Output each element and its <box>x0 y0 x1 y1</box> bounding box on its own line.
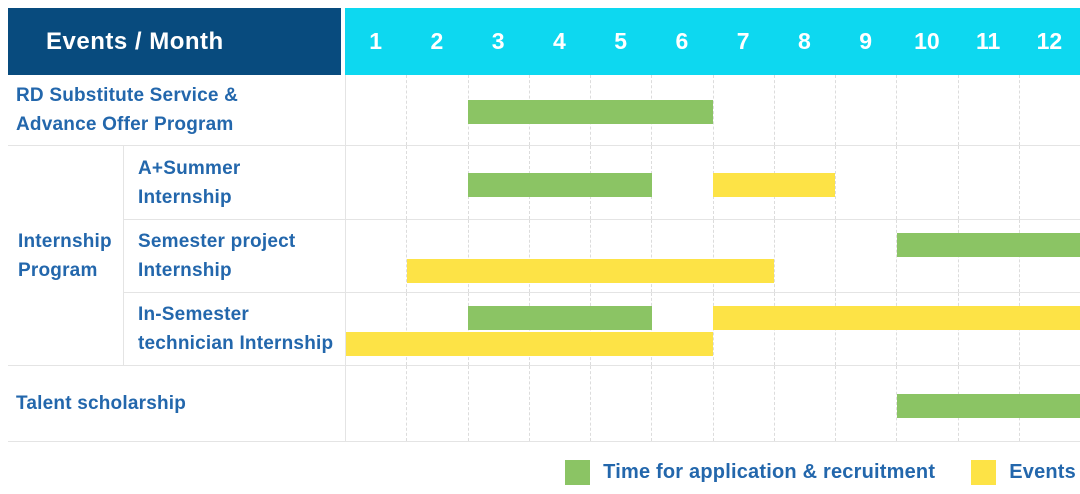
month-gridline-column <box>835 146 896 219</box>
row-label-line: Internship <box>138 260 232 281</box>
month-gridline-column <box>651 366 712 441</box>
month-header-cell: 5 <box>614 28 628 54</box>
month-gridlines <box>346 75 1080 145</box>
row-label-line: A+Summer <box>138 157 241 179</box>
month-gridline-column <box>712 75 774 145</box>
month-gridline-column <box>651 220 712 292</box>
row-label-line: Advance Offer Program <box>16 114 234 135</box>
row-chart-area <box>345 146 1080 220</box>
legend-label: Events <box>1009 461 1076 483</box>
group-label-line: Program <box>18 259 98 281</box>
row-sub-label: A+Summer Internship <box>123 146 345 220</box>
legend-swatch-recruitment <box>565 460 591 485</box>
month-gridline-column <box>346 220 406 292</box>
row-chart-area <box>345 75 1080 146</box>
month-gridline-column <box>467 220 529 292</box>
month-gridline-column <box>590 366 651 441</box>
month-gridline-column <box>773 75 835 145</box>
month-gridline-column <box>346 146 406 219</box>
month-gridline-column <box>773 220 835 292</box>
month-gridline-column <box>406 293 467 365</box>
month-header-cell: 3 <box>491 28 505 54</box>
month-header-cell: 12 <box>1036 28 1063 54</box>
month-gridline-column <box>406 366 467 441</box>
legend-item-events: Events <box>971 460 1076 485</box>
month-header-cell: 7 <box>736 28 750 54</box>
gantt-bar-events <box>713 172 836 197</box>
month-gridline-column <box>835 366 896 441</box>
month-header-cell: 4 <box>552 28 566 54</box>
month-header-cell: 9 <box>859 28 873 54</box>
month-gridline-column <box>957 75 1019 145</box>
row-label-line: technician Internship <box>138 333 334 354</box>
month-gridline-column <box>406 146 467 219</box>
group-label: Internship Program <box>8 146 123 366</box>
legend-label: Time for application & recruitment <box>603 461 936 483</box>
month-gridline-column <box>1018 75 1080 145</box>
month-gridline-column <box>590 220 651 292</box>
month-header-row: 1 2 3 4 5 6 7 8 9 10 11 12 <box>345 8 1080 75</box>
month-gridline-column <box>528 366 590 441</box>
legend-item-recruitment: Time for application & recruitment <box>565 460 935 485</box>
table-header-title: Events / Month <box>8 8 345 75</box>
gantt-bar-recruitment <box>896 393 1080 418</box>
row-label-line: In-Semester <box>138 304 249 325</box>
month-header-cell: 2 <box>430 28 444 54</box>
month-header-cell: 8 <box>797 28 811 54</box>
legend-swatch-events <box>971 460 997 485</box>
gantt-bar-recruitment <box>468 172 652 197</box>
month-gridline-column <box>346 75 406 145</box>
month-gridline-column <box>346 366 406 441</box>
gantt-bar-recruitment <box>896 233 1080 257</box>
row-chart-area <box>345 220 1080 293</box>
row-label: Talent scholarship <box>8 366 345 442</box>
month-gridline-column <box>1018 146 1080 219</box>
month-gridline-column <box>835 220 896 292</box>
row-label: RD Substitute Service & Advance Offer Pro… <box>8 75 345 146</box>
gantt-bar-recruitment <box>468 100 713 124</box>
row-sub-label: Semester project Internship <box>123 220 345 293</box>
month-gridline-column <box>467 366 529 441</box>
row-label-line: Semester project <box>138 231 296 252</box>
month-gridline-column <box>467 146 529 219</box>
gantt-bar-events <box>346 332 713 356</box>
group-label-line: Internship <box>18 230 112 252</box>
month-header-cell: 6 <box>675 28 689 54</box>
gantt-bar-recruitment <box>468 306 652 330</box>
gantt-bar-events <box>407 259 775 283</box>
legend: Time for application & recruitment Events <box>565 460 1076 485</box>
month-gridline-column <box>712 220 774 292</box>
month-gridline-column <box>896 75 957 145</box>
month-header-cell: 10 <box>914 28 940 54</box>
row-label-line: Talent scholarship <box>16 393 187 414</box>
month-gridline-column <box>835 75 896 145</box>
month-gridline-column <box>896 146 957 219</box>
month-gridline-column <box>467 293 529 365</box>
month-gridline-column <box>406 75 467 145</box>
row-chart-area <box>345 293 1080 366</box>
row-label-line: RD Substitute Service & <box>16 85 239 106</box>
month-header-cell: 11 <box>975 28 1001 54</box>
month-gridline-column <box>528 220 590 292</box>
month-gridline-column <box>712 366 774 441</box>
month-gridline-column <box>406 220 467 292</box>
month-gridline-column <box>957 146 1019 219</box>
month-header-cell: 1 <box>369 28 383 54</box>
row-sub-label: In-Semester technician Internship <box>123 293 345 366</box>
month-gridline-column <box>651 146 712 219</box>
gantt-bar-events <box>713 306 1080 330</box>
row-label-line: Internship <box>138 186 232 208</box>
month-gridline-column <box>467 75 529 145</box>
month-gridline-column <box>773 366 835 441</box>
events-month-table: Events / Month 1 2 3 4 5 6 7 8 9 10 11 12 RD Substi… <box>8 8 1080 442</box>
row-chart-area <box>345 366 1080 442</box>
